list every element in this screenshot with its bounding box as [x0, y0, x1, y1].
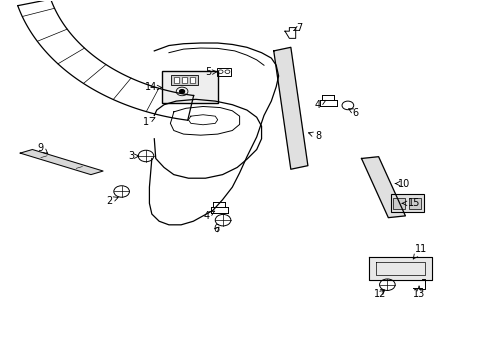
Bar — [173, 77, 178, 83]
Text: 8: 8 — [308, 131, 321, 141]
Text: 4: 4 — [314, 100, 325, 110]
Bar — [390, 194, 423, 212]
Bar — [171, 75, 198, 85]
Text: 14: 14 — [144, 82, 162, 93]
Text: 2: 2 — [105, 196, 118, 206]
Text: 13: 13 — [412, 286, 425, 299]
Text: 6: 6 — [348, 108, 358, 118]
Text: 7: 7 — [293, 23, 302, 33]
Text: 5: 5 — [204, 67, 217, 77]
Text: 9: 9 — [38, 143, 48, 154]
Text: 3: 3 — [128, 151, 139, 161]
Bar — [182, 77, 186, 83]
Bar — [408, 198, 420, 210]
Text: 15: 15 — [402, 198, 420, 208]
Bar — [161, 71, 217, 103]
Text: 10: 10 — [394, 179, 410, 189]
Bar — [392, 198, 405, 210]
Text: 1: 1 — [142, 117, 155, 127]
Polygon shape — [361, 157, 405, 218]
Bar — [217, 68, 230, 76]
Bar — [190, 77, 195, 83]
Text: 4: 4 — [203, 211, 214, 221]
Text: 6: 6 — [213, 225, 219, 234]
Circle shape — [179, 90, 184, 93]
Polygon shape — [20, 149, 103, 175]
Text: 12: 12 — [373, 289, 386, 299]
Text: 11: 11 — [412, 244, 426, 259]
Polygon shape — [368, 257, 431, 280]
Polygon shape — [273, 47, 307, 169]
